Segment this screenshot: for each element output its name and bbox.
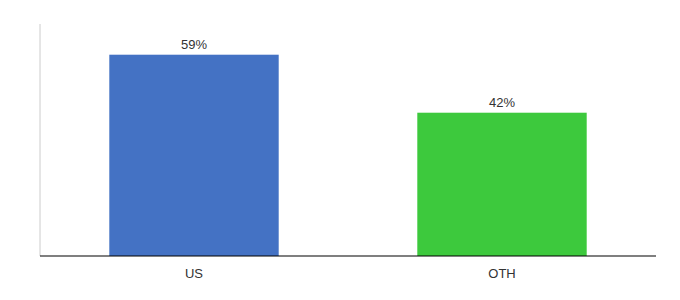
chart-svg: 59% 42% US OTH	[0, 0, 680, 300]
x-tick-label: US	[185, 266, 203, 281]
y-axis-line	[40, 24, 41, 256]
data-label: 59%	[181, 37, 207, 52]
bar	[109, 55, 278, 256]
x-tick-label: OTH	[488, 266, 515, 281]
x-axis-line	[40, 255, 656, 256]
chart-container: 59% 42% US OTH	[0, 0, 680, 300]
bars	[109, 55, 586, 256]
data-label: 42%	[489, 95, 515, 110]
bar	[417, 113, 586, 256]
